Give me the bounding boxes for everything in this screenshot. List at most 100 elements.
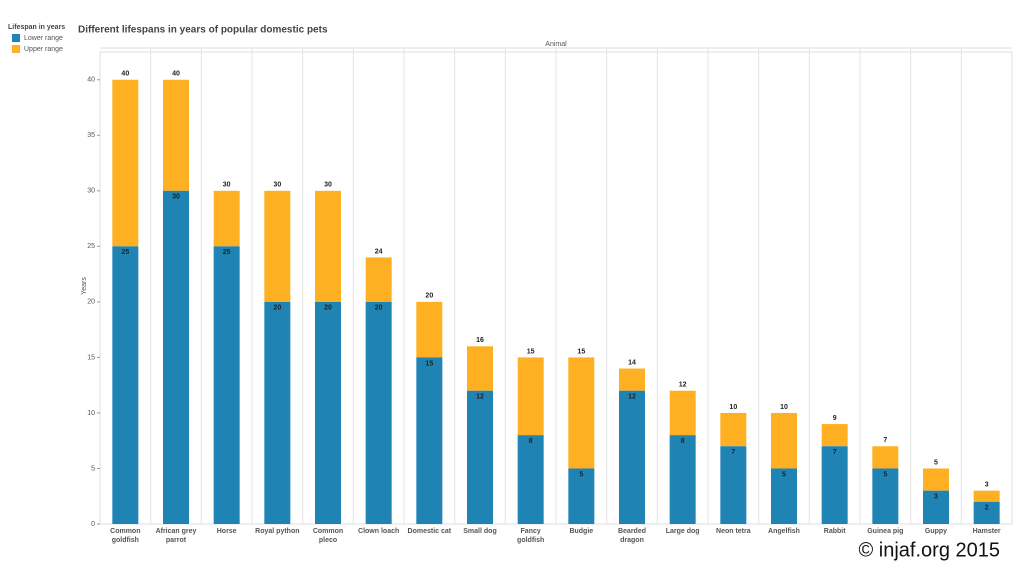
x-tick-label: Hamster xyxy=(972,528,1001,535)
y-tick-label: 30 xyxy=(87,188,95,195)
bar-upper xyxy=(213,190,240,247)
value-label-lower: 20 xyxy=(324,305,332,312)
x-tick-label: Domestic cat xyxy=(407,528,452,535)
bar-lower xyxy=(213,246,240,524)
value-label-lower: 5 xyxy=(782,471,786,478)
chart-title: Different lifespans in years of popular … xyxy=(78,25,328,36)
x-tick-label: Guinea pig xyxy=(867,528,904,535)
value-label-upper: 7 xyxy=(883,437,887,444)
bar-upper xyxy=(517,357,544,436)
bar-upper xyxy=(771,412,797,469)
x-tick-label: Guppy xyxy=(924,528,948,535)
bar-lower xyxy=(264,301,291,524)
bar-lower xyxy=(720,446,747,524)
value-label-upper: 15 xyxy=(577,348,585,355)
value-label-upper: 3 xyxy=(985,482,989,489)
value-label-lower: 25 xyxy=(223,249,231,256)
x-tick-label: African grey parrot xyxy=(155,528,197,544)
value-label-upper: 30 xyxy=(273,182,281,189)
bar-lower xyxy=(872,468,899,524)
bar-upper xyxy=(315,190,341,302)
y-tick-label: 25 xyxy=(87,243,95,250)
bar-lower xyxy=(416,357,443,524)
value-label-lower: 8 xyxy=(529,438,533,445)
bar-lower xyxy=(467,390,493,524)
value-label-lower: 12 xyxy=(628,394,636,401)
x-tick-label: Budgie xyxy=(569,528,594,535)
bar-lower xyxy=(112,246,139,524)
x-tick-label: Clown loach xyxy=(358,528,400,535)
y-tick-label: 15 xyxy=(87,354,95,361)
watermark: © injaf.org 2015 xyxy=(859,539,1001,561)
value-label-upper: 30 xyxy=(324,182,332,189)
value-label-lower: 3 xyxy=(934,494,938,501)
value-label-lower: 8 xyxy=(681,438,685,445)
y-tick-label: 5 xyxy=(91,465,95,472)
value-label-upper: 9 xyxy=(833,415,837,422)
x-tick-label: Neon tetra xyxy=(716,528,751,535)
value-label-lower: 25 xyxy=(121,249,129,256)
bar-lower xyxy=(619,390,645,524)
value-label-lower: 2 xyxy=(985,505,989,512)
bar-lower xyxy=(821,446,848,524)
value-label-upper: 30 xyxy=(223,182,231,189)
x-tick-label: Royal python xyxy=(255,528,300,535)
bar-lower xyxy=(771,468,797,524)
legend-label: Upper range xyxy=(24,46,63,53)
value-label-upper: 40 xyxy=(172,71,180,78)
value-label-upper: 24 xyxy=(375,248,383,255)
y-axis-label: Years xyxy=(81,277,88,295)
x-tick-label: Bearded dragon xyxy=(617,528,646,544)
bar-lower xyxy=(163,190,189,524)
y-tick-label: 0 xyxy=(91,521,95,528)
bar-upper xyxy=(568,357,595,469)
bar-lower xyxy=(568,468,595,524)
value-label-lower: 7 xyxy=(833,449,837,456)
x-header: Animal xyxy=(545,41,567,48)
y-tick-label: 10 xyxy=(87,410,95,417)
value-label-lower: 20 xyxy=(273,305,281,312)
value-label-upper: 16 xyxy=(476,337,484,344)
x-tick-label: Common pleco xyxy=(312,528,344,544)
x-tick-label: Angelfish xyxy=(768,528,800,535)
bar-upper xyxy=(163,79,189,191)
bar-lower xyxy=(315,301,341,524)
x-tick-label: Horse xyxy=(216,528,237,535)
value-label-lower: 5 xyxy=(883,471,887,478)
value-label-upper: 40 xyxy=(121,71,129,78)
legend-label: Lower range xyxy=(24,35,63,42)
bar-upper xyxy=(619,368,645,391)
x-tick-label: Fancy goldfish xyxy=(517,528,545,544)
value-label-upper: 14 xyxy=(628,359,636,366)
value-label-upper: 10 xyxy=(729,404,737,411)
bar-upper xyxy=(264,190,291,302)
legend-swatch xyxy=(12,45,20,53)
bar-upper xyxy=(467,346,493,391)
y-tick-label: 40 xyxy=(87,77,95,84)
x-tick-label: Small dog xyxy=(463,528,497,535)
bar-lower xyxy=(973,501,1000,524)
bar-upper xyxy=(365,257,392,302)
bar-lower xyxy=(365,301,392,524)
x-tick-label: Common goldfish xyxy=(110,528,141,544)
bar-upper xyxy=(112,79,139,247)
y-tick-label: 35 xyxy=(87,132,95,139)
value-label-upper: 10 xyxy=(780,404,788,411)
x-tick-label: Rabbit xyxy=(823,528,846,535)
value-label-lower: 7 xyxy=(731,449,735,456)
y-tick-label: 20 xyxy=(87,299,95,306)
value-label-lower: 5 xyxy=(579,471,583,478)
bar-lower xyxy=(517,435,544,524)
value-label-upper: 20 xyxy=(425,293,433,300)
bar-upper xyxy=(720,412,747,447)
legend-title: Lifespan in years xyxy=(8,24,65,31)
bar-upper xyxy=(669,390,696,436)
bar-upper xyxy=(821,424,848,447)
value-label-lower: 20 xyxy=(375,305,383,312)
value-label-upper: 5 xyxy=(934,459,938,466)
x-tick-label: Large dog xyxy=(665,528,700,535)
legend-swatch xyxy=(12,34,20,42)
value-label-upper: 12 xyxy=(679,382,687,389)
